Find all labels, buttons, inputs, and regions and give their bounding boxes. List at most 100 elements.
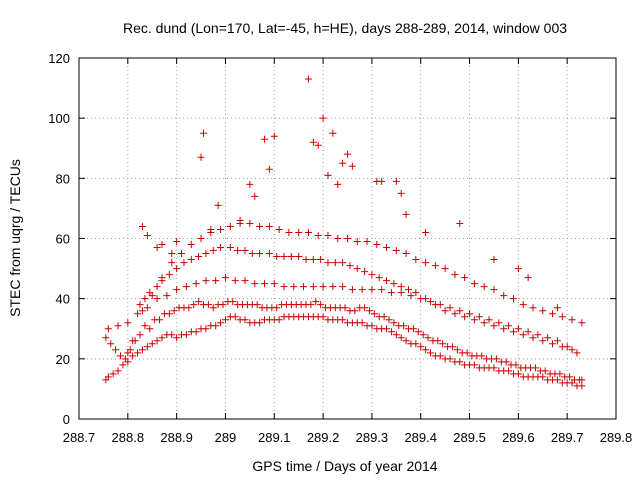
data-point [368,271,376,279]
data-point [287,253,295,261]
data-point [226,222,234,230]
data-point [248,250,256,258]
data-point [309,138,317,146]
data-point [304,228,312,236]
data-point [143,304,151,312]
data-point [512,361,520,369]
data-point [380,313,388,321]
data-point [426,349,434,357]
data-point [478,352,486,360]
data-point [339,159,347,167]
data-point [202,277,210,285]
data-point [400,322,408,330]
data-point [370,310,378,318]
data-point [195,298,203,306]
data-point [158,274,166,282]
data-point [314,231,322,239]
data-point [241,247,249,255]
data-point [446,355,454,363]
data-point [549,340,557,348]
x-tick-label: 288.9 [160,430,193,445]
data-point [119,361,127,369]
data-point [524,274,532,282]
data-point [490,364,498,372]
data-point [143,231,151,239]
data-point [431,301,439,309]
data-point [295,228,303,236]
data-point [256,222,264,230]
data-point [531,364,539,372]
data-point [319,283,327,291]
data-point [361,268,369,276]
data-point [378,177,386,185]
data-point [165,271,173,279]
data-point [480,283,488,291]
data-point [387,328,395,336]
data-point [158,334,166,342]
data-point [231,313,239,321]
data-point [446,304,454,312]
data-point [197,235,205,242]
data-point [331,259,339,267]
y-tick-label: 20 [56,352,70,367]
data-point [136,331,144,339]
data-points [102,75,586,390]
data-point [397,334,405,342]
y-tick-label: 120 [48,51,70,66]
x-tick-label: 289 [215,430,237,445]
data-point [344,150,351,158]
data-point [256,250,264,258]
x-tick-label: 288.8 [112,430,145,445]
data-point [456,358,464,366]
data-point [309,256,317,264]
data-point [409,325,417,333]
data-point [251,280,259,288]
data-point [273,304,281,312]
data-point [509,295,517,303]
data-point [463,349,471,357]
data-point [146,325,154,333]
data-point [114,322,122,330]
data-point [514,370,522,378]
data-point [456,219,464,227]
x-tick-label: 289.1 [258,430,291,445]
data-point [353,265,361,273]
data-point [470,361,478,369]
data-point [221,274,229,282]
data-point [124,349,132,357]
data-point [424,334,432,342]
data-point [168,250,176,258]
data-point [490,256,498,264]
y-tick-label: 60 [56,232,70,247]
data-point [539,307,547,315]
y-axis-title: STEC from uqrg / TECUs [7,159,23,317]
data-point [344,235,351,242]
data-point [556,370,564,378]
data-point [212,277,220,285]
data-point [229,298,237,306]
data-point [568,316,576,324]
data-point [116,352,124,360]
data-point [187,256,195,264]
data-point [436,352,444,360]
x-tick-label: 288.7 [63,430,96,445]
data-point [324,171,332,179]
data-point [202,250,210,258]
data-point [280,253,288,261]
data-point [317,256,325,264]
data-point [153,337,161,345]
data-point [578,319,586,327]
data-point [566,373,574,381]
data-point [226,244,234,252]
data-point [317,301,325,309]
data-point [358,286,366,294]
data-point [312,298,320,306]
data-point [341,304,349,312]
data-point [309,283,317,291]
data-point [324,259,332,267]
data-point [129,352,137,360]
data-point [402,337,410,345]
data-point [407,292,415,300]
data-point [173,334,181,342]
